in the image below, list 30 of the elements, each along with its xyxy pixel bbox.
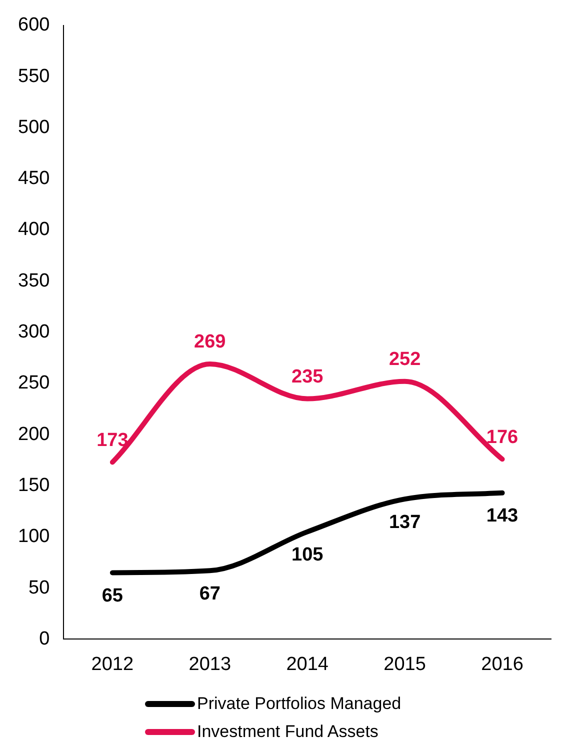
y-tick-label: 450 — [18, 168, 50, 190]
y-tick-label: 50 — [28, 577, 50, 598]
y-tick-label: 350 — [18, 270, 50, 292]
data-label: 137 — [388, 512, 421, 533]
y-tick-label: 0 — [39, 628, 50, 650]
y-tick-label: 500 — [18, 116, 50, 138]
x-tick-label: 2015 — [384, 654, 426, 675]
y-tick-label: 400 — [18, 219, 50, 240]
y-tick-label: 200 — [18, 424, 50, 445]
x-tick-label: 2016 — [481, 654, 524, 675]
x-tick-label: 2012 — [91, 654, 134, 675]
y-tick-label: 550 — [18, 66, 50, 87]
data-label: 235 — [292, 366, 324, 388]
data-label: 176 — [486, 426, 518, 448]
data-label: 252 — [388, 349, 421, 370]
y-tick-label: 600 — [18, 14, 50, 36]
data-label: 269 — [194, 332, 226, 353]
y-tick-label: 100 — [18, 526, 50, 548]
y-tick-label: 250 — [18, 372, 50, 394]
y-tick-label: 150 — [18, 474, 50, 496]
data-label: 65 — [102, 585, 124, 606]
data-label: 173 — [96, 430, 128, 451]
data-label: 105 — [292, 544, 324, 566]
data-label: 143 — [486, 506, 518, 527]
x-tick-label: 2014 — [286, 654, 329, 675]
x-tick-label: 2013 — [188, 654, 232, 675]
legend-label: Private Portfolios Managed — [197, 694, 402, 714]
data-label: 67 — [199, 583, 220, 604]
y-tick-label: 300 — [18, 322, 50, 343]
legend-label: Investment Fund Assets — [197, 722, 378, 742]
